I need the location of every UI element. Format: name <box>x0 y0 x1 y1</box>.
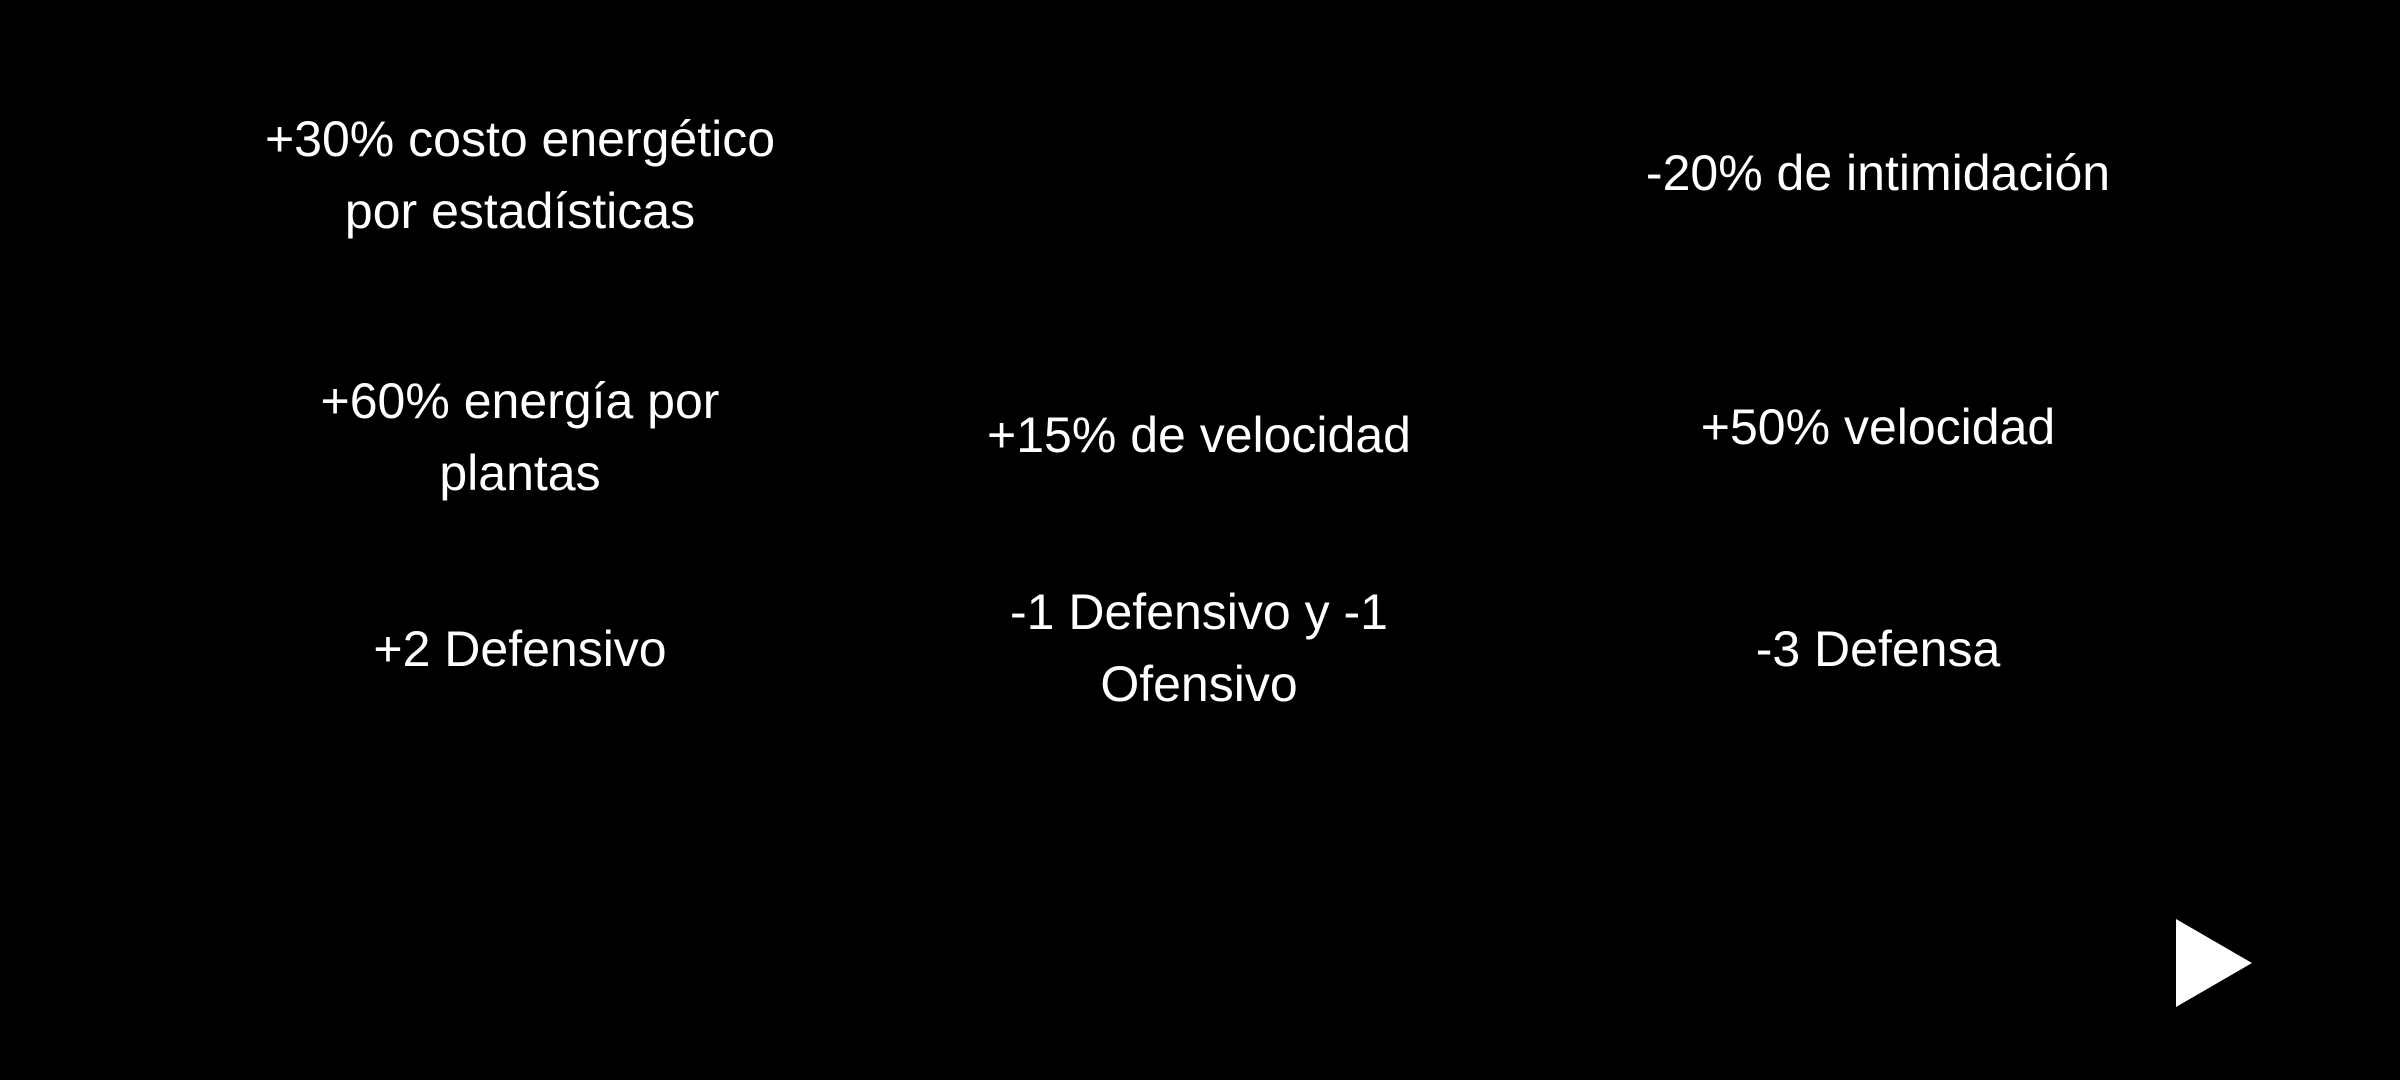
stat-speed-50: +50% velocidad <box>1700 399 2056 455</box>
stat-intimidation: -20% de intimidación <box>1645 145 2111 201</box>
play-triangle-icon[interactable] <box>2176 919 2252 1007</box>
stat-line: Ofensivo <box>1100 656 1298 712</box>
stat-speed-15: +15% de velocidad <box>987 407 1411 463</box>
stat-line: +30% costo energético <box>264 111 776 167</box>
stat-line: por estadísticas <box>344 183 696 239</box>
stat-line: +60% energía por <box>320 373 720 429</box>
stat-line: plantas <box>439 445 601 501</box>
stat-line: -1 Defensivo y -1 <box>1010 584 1388 640</box>
stat-energy-cost: +30% costo energético por estadísticas <box>170 103 870 247</box>
stat-defensive-offensive: -1 Defensivo y -1 Ofensivo <box>849 576 1549 720</box>
stat-defense-minus3: -3 Defensa <box>1755 621 2001 677</box>
stat-plant-energy: +60% energía por plantas <box>170 365 870 509</box>
stat-defensive-plus2: +2 Defensivo <box>373 621 667 677</box>
